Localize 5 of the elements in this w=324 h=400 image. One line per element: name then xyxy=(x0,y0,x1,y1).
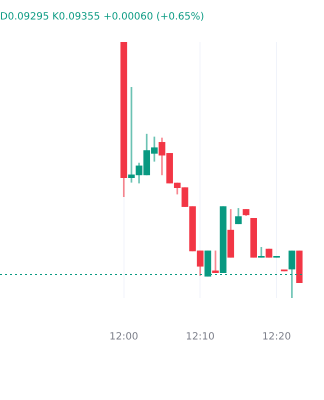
x-tick-label: 12:00 xyxy=(109,332,138,343)
x-tick-label: 12:10 xyxy=(186,332,215,343)
text: D0.09295 K0.09355 +0.00060 (+0.65%) xyxy=(0,12,204,23)
candlestick xyxy=(212,250,219,273)
x-tick-label: 12:20 xyxy=(262,332,292,343)
